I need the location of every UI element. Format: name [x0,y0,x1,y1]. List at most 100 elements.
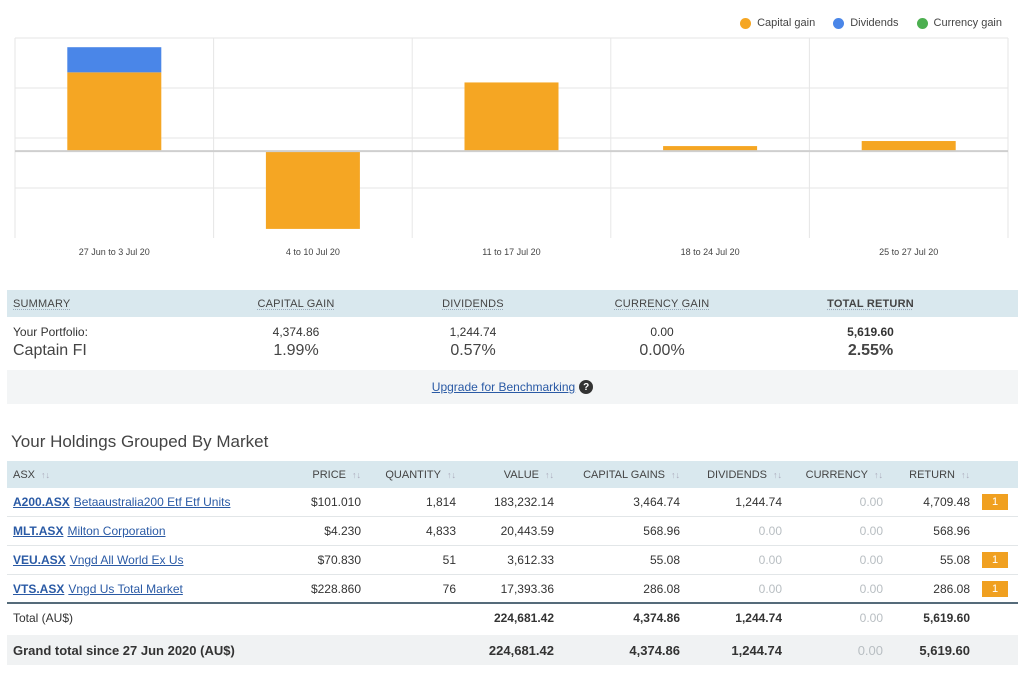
note-badge[interactable]: 1 [982,494,1008,510]
summary-header-total-return[interactable]: TOTAL RETURN [827,297,914,310]
holding-currency: 0.00 [859,495,883,509]
summary-header-capital-gain[interactable]: CAPITAL GAIN [257,297,335,310]
legend-dot-icon [916,17,928,29]
holding-quantity: 4,833 [425,524,456,538]
holdings-table: ASX ↑↓ PRICE ↑↓ QUANTITY ↑↓ VALUE ↑↓ CAPITAL… [7,461,1018,665]
performance-bar-chart: 27 Jun to 3 Jul 20 4 to 10 Jul 20 11 to 17… [14,37,1009,257]
summary-header-row: SUMMARY CAPITAL GAIN DIVIDENDS CURRENCY … [7,290,1018,317]
sort-icon[interactable]: ↑↓ [41,469,51,480]
bar-dividends [67,47,162,73]
holding-value: 20,443.59 [500,524,554,538]
sort-icon[interactable]: ↑↓ [874,469,883,480]
portfolio-name: Captain FI [13,342,87,359]
holding-quantity: 51 [442,553,456,567]
col-header-value[interactable]: VALUE ↑↓ [456,469,554,481]
help-icon[interactable]: ? [579,380,594,394]
bar-capital-gain [67,72,162,152]
total-return-value: 5,619.60 [847,324,894,339]
capital-gain-value: 4,374.86 [272,324,320,339]
grand-total-dividends: 1,244.74 [731,642,782,658]
col-header-capital-gains[interactable]: CAPITAL GAINS ↑↓ [554,469,680,481]
note-badge[interactable]: 1 [982,552,1008,568]
total-capital-gains: 4,374.86 [633,611,680,625]
holding-name-link[interactable]: Betaaustralia200 Etf Etf Units [73,495,231,509]
holding-value: 183,232.14 [493,495,554,509]
legend-label: Currency gain [933,17,1002,29]
legend-label: Capital gain [757,17,816,29]
holdings-header-row: ASX ↑↓ PRICE ↑↓ QUANTITY ↑↓ VALUE ↑↓ CAPITAL… [7,461,1018,488]
col-header-label: CAPITAL GAINS [583,468,665,481]
sort-icon[interactable]: ↑↓ [671,469,680,480]
currency-gain-percent: 0.00% [639,342,685,359]
holding-return: 286.08 [933,581,970,596]
sort-icon[interactable]: ↑↓ [447,469,456,480]
upgrade-benchmarking-link[interactable]: Upgrade for Benchmarking [431,380,576,394]
summary-panel: SUMMARY CAPITAL GAIN DIVIDENDS CURRENCY … [7,290,1018,404]
holding-name-link[interactable]: Vngd All World Ex Us [69,553,184,567]
col-header-return[interactable]: RETURN ↑↓ [883,469,970,481]
holding-currency: 0.00 [859,581,883,596]
sort-icon[interactable]: ↑↓ [352,469,361,480]
col-header-market[interactable]: ASX ↑↓ [7,469,283,481]
note-badge[interactable]: 1 [982,580,1008,597]
total-row: Total (AU$) 224,681.42 4,374.86 1,244.74… [7,604,1018,632]
holding-code-link[interactable]: MLT.ASX [13,524,64,538]
holding-capital-gains: 568.96 [643,524,680,538]
grand-total-value: 224,681.42 [488,642,554,658]
currency-gain-value: 0.00 [650,324,674,339]
table-row: MLT.ASX Milton Corporation $4.230 4,833 2… [7,517,1018,546]
legend-item-capital-gain[interactable]: Capital gain [740,17,815,29]
col-header-label: VALUE [503,468,539,481]
holding-price: $4.230 [324,524,361,538]
summary-header-dividends[interactable]: DIVIDENDS [442,297,504,310]
total-label: Total (AU$) [13,611,74,625]
col-header-currency[interactable]: CURRENCY ↑↓ [782,469,883,481]
summary-header-currency-gain[interactable]: CURRENCY GAIN [614,297,710,310]
bar-capital-gain [861,141,956,152]
holding-name-link[interactable]: Vngd Us Total Market [68,581,183,596]
sort-icon[interactable]: ↑↓ [545,469,554,480]
holding-code-link[interactable]: VEU.ASX [13,553,66,567]
legend-item-currency-gain[interactable]: Currency gain [916,17,1002,29]
holding-quantity: 76 [442,581,456,596]
legend-dot-icon [833,17,845,29]
grand-total-row: Grand total since 27 Jun 2020 (AU$) 224,… [7,635,1018,665]
bar-capital-gain [663,146,758,152]
grand-total-label: Grand total since 27 Jun 2020 (AU$) [13,642,235,658]
table-row: VEU.ASX Vngd All World Ex Us $70.830 51 3… [7,546,1018,575]
holding-price: $228.860 [310,581,361,596]
holding-capital-gains: 3,464.74 [633,495,680,509]
holding-currency: 0.00 [859,553,883,567]
holding-dividends: 0.00 [758,524,782,538]
grand-total-currency: 0.00 [857,642,883,658]
holding-name-link[interactable]: Milton Corporation [67,524,166,538]
holdings-title: Your Holdings Grouped By Market [11,432,269,451]
sort-icon[interactable]: ↑↓ [773,469,782,480]
x-tick-label: 25 to 27 Jul 20 [879,247,938,257]
holding-value: 3,612.33 [507,553,554,567]
holding-capital-gains: 55.08 [649,553,680,567]
holding-capital-gains: 286.08 [643,581,680,596]
total-currency: 0.00 [859,611,883,625]
total-return: 5,619.60 [923,611,970,625]
summary-values-row: Your Portfolio: 4,374.86 1,244.74 0.00 5… [7,317,1018,340]
chart-legend: Capital gain Dividends Currency gain [740,17,1002,29]
legend-label: Dividends [850,17,899,29]
holding-price: $70.830 [317,553,361,567]
col-header-label: QUANTITY [385,468,441,481]
x-tick-label: 11 to 17 Jul 20 [482,247,540,257]
col-header-dividends[interactable]: DIVIDENDS ↑↓ [680,469,782,481]
sort-icon[interactable]: ↑↓ [961,469,970,480]
bar-capital-gain [464,82,559,152]
col-header-price[interactable]: PRICE ↑↓ [283,469,361,481]
holding-code-link[interactable]: VTS.ASX [13,581,65,596]
total-return-percent: 2.55% [847,342,894,359]
summary-header-summary[interactable]: SUMMARY [13,297,71,310]
col-header-quantity[interactable]: QUANTITY ↑↓ [361,469,456,481]
legend-dot-icon [740,17,752,29]
holding-return: 568.96 [933,524,970,538]
total-dividends: 1,244.74 [735,611,782,625]
grand-total-capital-gains: 4,374.86 [629,642,680,658]
holding-code-link[interactable]: A200.ASX [13,495,70,509]
legend-item-dividends[interactable]: Dividends [833,17,899,29]
